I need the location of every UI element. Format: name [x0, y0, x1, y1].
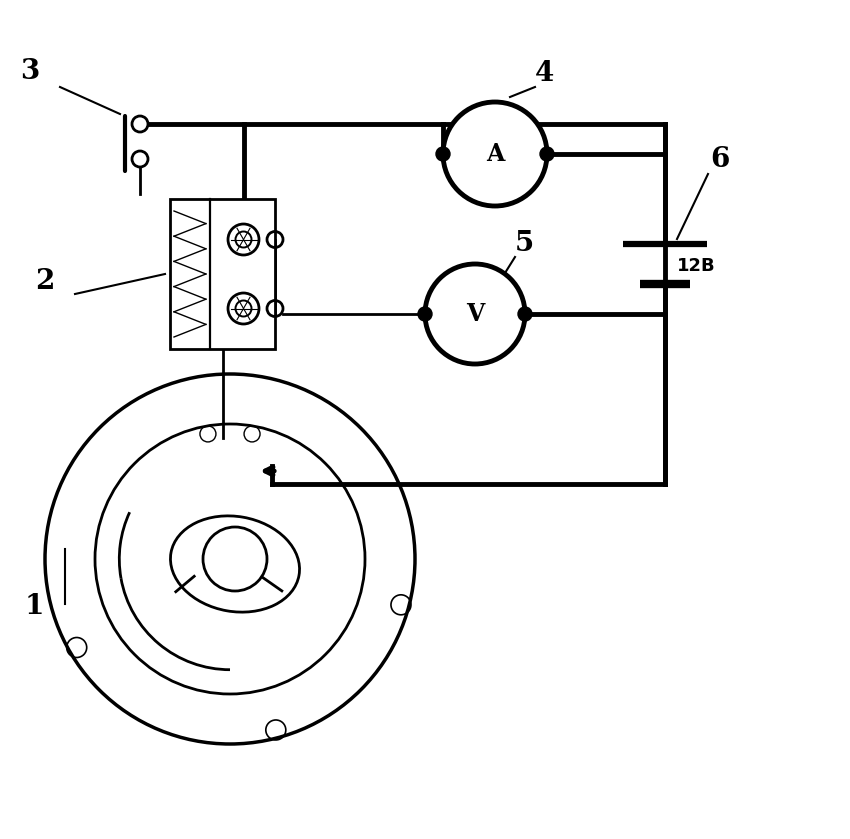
Circle shape — [425, 264, 525, 364]
Text: V: V — [466, 302, 484, 326]
Circle shape — [443, 102, 547, 206]
Text: 5: 5 — [515, 230, 535, 257]
Bar — [170, 199, 275, 349]
Text: 4: 4 — [535, 60, 554, 87]
Text: 2: 2 — [35, 268, 54, 295]
Circle shape — [418, 307, 432, 321]
Text: A: A — [486, 142, 504, 166]
Ellipse shape — [171, 516, 299, 612]
Circle shape — [518, 307, 532, 321]
Circle shape — [132, 151, 148, 167]
Circle shape — [436, 147, 450, 161]
Text: 12В: 12В — [677, 257, 716, 275]
Circle shape — [540, 147, 554, 161]
Text: 6: 6 — [710, 146, 729, 173]
Text: 1: 1 — [25, 593, 44, 620]
Text: 3: 3 — [20, 58, 39, 85]
Circle shape — [132, 116, 148, 132]
